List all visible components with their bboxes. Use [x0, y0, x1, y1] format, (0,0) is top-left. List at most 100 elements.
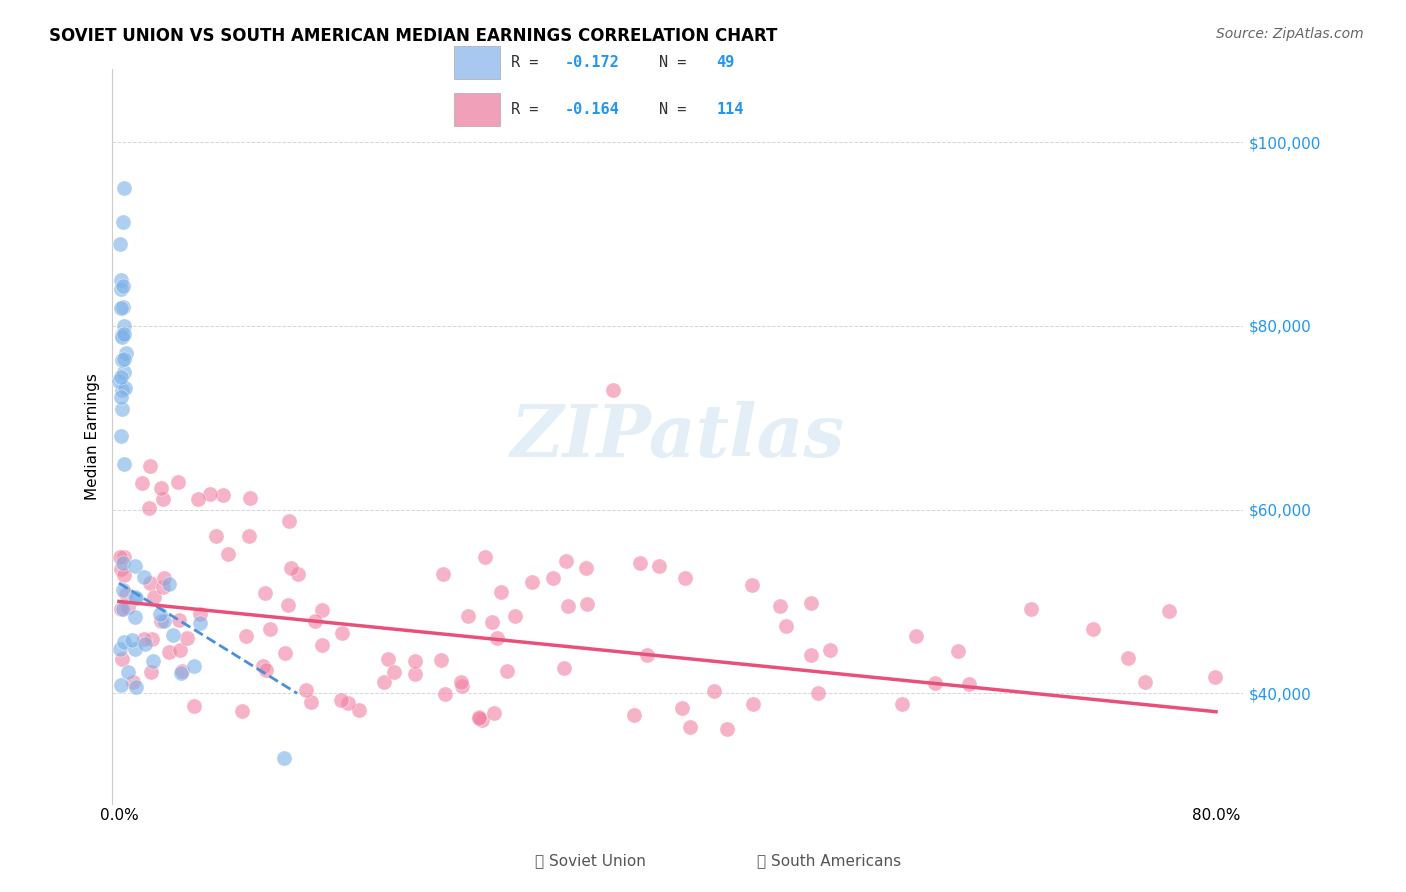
South Americans — [278, 514, 301, 528]
Text: 114: 114 — [716, 102, 744, 117]
Text: R =: R = — [512, 54, 548, 70]
Y-axis label: Median Earnings: Median Earnings — [86, 373, 100, 500]
South Americans — [139, 459, 162, 474]
Soviet Union — [111, 401, 134, 416]
Soviet Union — [111, 328, 134, 343]
Soviet Union — [112, 582, 135, 597]
South Americans — [152, 580, 174, 594]
Soviet Union — [108, 374, 131, 388]
South Americans — [167, 613, 190, 627]
South Americans — [231, 704, 253, 718]
South Americans — [311, 638, 333, 652]
Soviet Union — [111, 279, 134, 293]
South Americans — [336, 697, 359, 711]
South Americans — [110, 550, 132, 565]
Soviet Union — [125, 681, 148, 695]
South Americans — [253, 586, 276, 600]
South Americans — [304, 614, 326, 628]
FancyBboxPatch shape — [454, 93, 501, 126]
South Americans — [150, 615, 173, 629]
Text: 49: 49 — [716, 54, 734, 70]
Text: ZIPatlas: ZIPatlas — [510, 401, 845, 472]
Soviet Union — [112, 214, 135, 228]
South Americans — [602, 383, 624, 397]
South Americans — [198, 487, 221, 501]
South Americans — [679, 720, 702, 734]
Soviet Union — [124, 610, 146, 624]
South Americans — [673, 571, 696, 585]
South Americans — [114, 567, 136, 582]
South Americans — [239, 491, 262, 506]
Text: N =: N = — [659, 102, 696, 117]
South Americans — [628, 556, 651, 570]
South Americans — [924, 675, 946, 690]
South Americans — [132, 632, 155, 646]
South Americans — [295, 683, 318, 698]
South Americans — [382, 665, 405, 680]
South Americans — [377, 652, 399, 666]
South Americans — [554, 553, 576, 567]
Soviet Union — [183, 659, 205, 673]
South Americans — [217, 547, 239, 561]
Soviet Union — [190, 615, 212, 630]
Text: ⬜ South Americans: ⬜ South Americans — [758, 854, 901, 868]
South Americans — [141, 665, 163, 680]
South Americans — [115, 587, 138, 601]
Soviet Union — [121, 632, 143, 647]
South Americans — [187, 492, 209, 507]
South Americans — [741, 578, 763, 592]
South Americans — [496, 664, 519, 678]
Soviet Union — [110, 273, 132, 287]
South Americans — [1204, 670, 1226, 684]
South Americans — [636, 648, 658, 662]
South Americans — [142, 591, 165, 605]
Soviet Union — [134, 637, 156, 651]
South Americans — [541, 571, 564, 585]
South Americans — [111, 652, 134, 666]
South Americans — [703, 683, 725, 698]
Soviet Union — [111, 383, 134, 397]
South Americans — [150, 481, 173, 495]
Soviet Union — [111, 329, 134, 343]
Soviet Union — [110, 282, 132, 296]
South Americans — [769, 599, 792, 613]
Soviet Union — [112, 326, 135, 341]
South Americans — [172, 665, 194, 679]
South Americans — [505, 609, 527, 624]
South Americans — [139, 575, 162, 590]
Soviet Union — [112, 601, 135, 615]
Soviet Union — [112, 365, 135, 379]
Soviet Union — [110, 429, 132, 443]
South Americans — [482, 706, 505, 721]
South Americans — [131, 475, 153, 490]
South Americans — [890, 697, 912, 711]
Soviet Union — [112, 318, 135, 333]
Soviet Union — [110, 301, 132, 315]
Soviet Union — [112, 635, 135, 649]
South Americans — [404, 667, 426, 681]
South Americans — [1157, 604, 1180, 618]
South Americans — [623, 708, 645, 723]
Soviet Union — [110, 369, 132, 384]
South Americans — [807, 686, 830, 700]
South Americans — [486, 631, 509, 645]
South Americans — [157, 645, 180, 659]
South Americans — [800, 648, 823, 662]
South Americans — [235, 629, 257, 643]
Soviet Union — [111, 557, 134, 571]
Soviet Union — [111, 353, 134, 368]
Soviet Union — [152, 614, 174, 628]
Soviet Union — [112, 181, 135, 195]
South Americans — [259, 622, 281, 636]
Text: R =: R = — [512, 102, 548, 117]
South Americans — [280, 561, 302, 575]
South Americans — [575, 597, 598, 611]
South Americans — [204, 528, 226, 542]
Soviet Union — [110, 237, 132, 252]
South Americans — [474, 549, 496, 564]
Text: Source: ZipAtlas.com: Source: ZipAtlas.com — [1216, 27, 1364, 41]
Soviet Union — [108, 642, 131, 657]
South Americans — [522, 575, 544, 590]
Soviet Union — [117, 665, 139, 680]
South Americans — [188, 607, 211, 621]
